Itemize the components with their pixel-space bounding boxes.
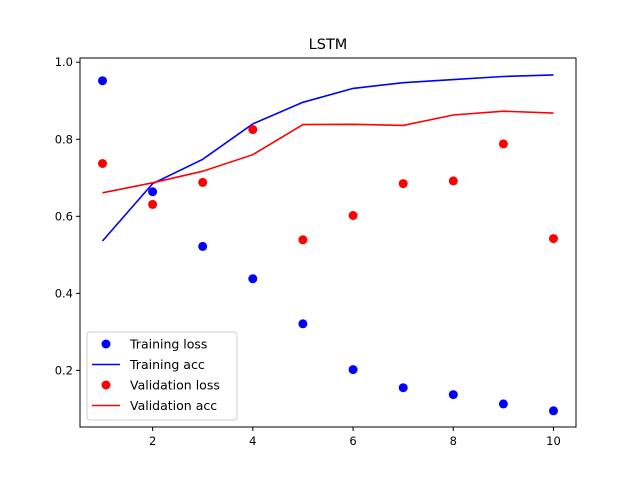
x-tick-label-10: 10	[546, 434, 561, 448]
validation-loss-point-5	[298, 235, 308, 245]
validation-loss-point-1	[98, 159, 107, 168]
validation-loss-point-2	[148, 199, 158, 209]
training-loss-point-10	[549, 406, 558, 416]
y-tick-label-1: 0.4	[55, 286, 73, 300]
x-tick-label-4: 4	[249, 434, 256, 448]
x-tick-label-8: 8	[450, 434, 457, 448]
validation-loss-point-10	[549, 234, 558, 244]
training-acc-line	[101, 74, 554, 242]
x-tick-label-2: 2	[149, 434, 156, 448]
legend: Training loss Training acc Validation loss…	[86, 331, 238, 421]
validation-loss-point-4	[248, 125, 258, 135]
legend-swatch-validation-loss	[101, 380, 111, 390]
training-loss-point-9	[498, 399, 508, 409]
plot-marks	[98, 74, 558, 416]
legend-label-training-acc: Training acc	[129, 357, 205, 372]
validation-acc-line	[102, 110, 554, 194]
legend-label-validation-loss: Validation loss	[130, 378, 220, 393]
chart-title: LSTM	[309, 37, 348, 53]
axis-ticks: 2 4 6 8 10 0.2 0.4 0.6 0.8 1.0	[55, 55, 561, 448]
legend-label-validation-acc: Validation acc	[130, 398, 217, 413]
training-loss-point-3	[198, 241, 208, 251]
validation-loss-point-8	[448, 176, 458, 186]
y-tick-label-2: 0.6	[55, 209, 73, 223]
training-loss-point-5	[298, 319, 308, 329]
legend-box	[86, 331, 238, 421]
plot-area-frame	[79, 57, 577, 428]
validation-loss-point-3	[198, 177, 208, 187]
y-tick-label-4: 1.0	[55, 55, 73, 69]
training-loss-point-2	[148, 187, 158, 197]
training-loss-point-6	[348, 365, 358, 375]
legend-swatch-training-loss	[101, 339, 111, 349]
training-loss-point-7	[398, 383, 408, 393]
training-loss-point-1	[98, 76, 107, 86]
legend-label-training-loss: Training loss	[129, 337, 207, 352]
training-loss-point-8	[448, 390, 458, 400]
x-tick-label-6: 6	[349, 434, 356, 448]
validation-loss-point-9	[498, 139, 508, 149]
y-tick-label-0: 0.2	[55, 363, 73, 377]
y-tick-label-3: 0.8	[55, 132, 73, 146]
training-loss-point-4	[248, 274, 258, 284]
validation-loss-point-7	[398, 179, 408, 189]
validation-loss-point-6	[348, 211, 358, 220]
